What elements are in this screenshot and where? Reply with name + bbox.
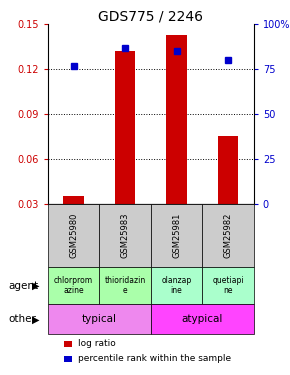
Text: log ratio: log ratio — [78, 339, 115, 348]
Text: quetiapi
ne: quetiapi ne — [212, 276, 244, 296]
Bar — [48, 304, 151, 334]
Bar — [151, 267, 202, 304]
Bar — [218, 136, 238, 204]
Text: GSM25983: GSM25983 — [121, 213, 130, 258]
Text: GSM25982: GSM25982 — [224, 213, 233, 258]
Bar — [99, 267, 151, 304]
Bar — [151, 204, 202, 267]
Text: GSM25980: GSM25980 — [69, 213, 78, 258]
Text: agent: agent — [9, 281, 39, 291]
Bar — [115, 51, 135, 204]
Text: ▶: ▶ — [32, 281, 40, 291]
Bar — [166, 35, 187, 204]
Text: olanzap
ine: olanzap ine — [162, 276, 192, 296]
Text: percentile rank within the sample: percentile rank within the sample — [78, 354, 231, 363]
Text: other: other — [9, 314, 37, 324]
Text: chlorprom
azine: chlorprom azine — [54, 276, 93, 296]
Bar — [64, 340, 72, 346]
Text: atypical: atypical — [182, 314, 223, 324]
Bar — [99, 204, 151, 267]
Bar — [202, 267, 254, 304]
Bar — [48, 267, 99, 304]
Bar — [202, 204, 254, 267]
Text: ▶: ▶ — [32, 314, 40, 324]
Text: typical: typical — [82, 314, 117, 324]
Bar — [63, 196, 84, 204]
Text: GSM25981: GSM25981 — [172, 213, 181, 258]
Text: thioridazin
e: thioridazin e — [104, 276, 146, 296]
Bar — [151, 304, 254, 334]
Title: GDS775 / 2246: GDS775 / 2246 — [98, 9, 203, 23]
Bar — [48, 204, 99, 267]
Bar — [64, 356, 72, 362]
